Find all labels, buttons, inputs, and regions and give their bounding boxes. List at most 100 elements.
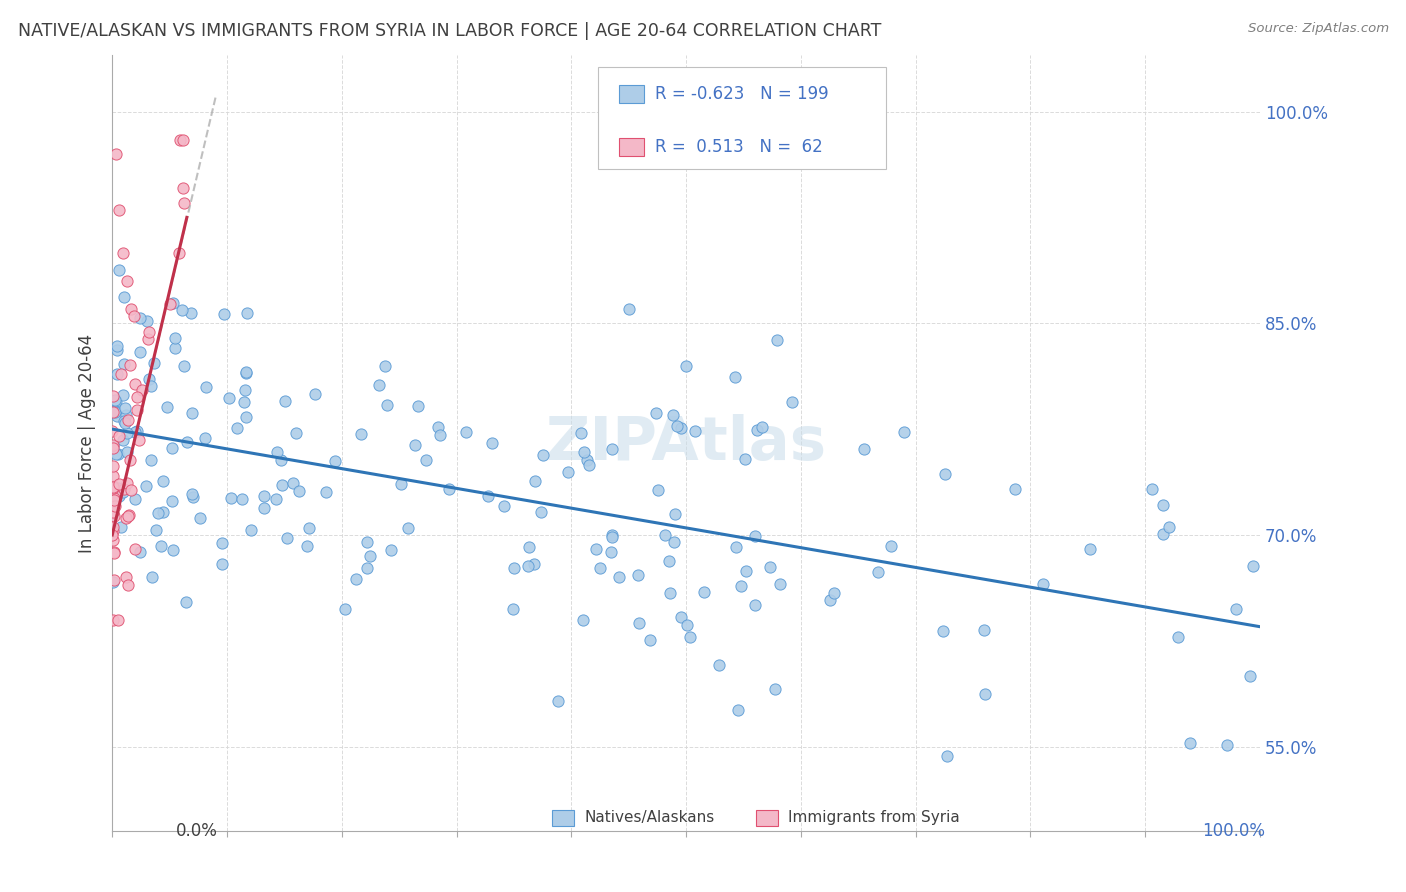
Point	[557, 465, 579, 479]
Point	[617, 302, 640, 317]
Point	[124, 376, 146, 391]
Point	[212, 306, 235, 320]
Point	[1239, 669, 1261, 683]
Point	[211, 535, 233, 549]
Point	[734, 451, 756, 466]
Point	[103, 481, 125, 495]
Point	[103, 573, 125, 587]
Point	[654, 528, 676, 542]
Point	[578, 458, 600, 473]
Point	[104, 147, 127, 161]
Point	[105, 339, 128, 353]
Point	[103, 404, 125, 418]
Y-axis label: In Labor Force | Age 20-64: In Labor Force | Age 20-64	[79, 334, 96, 553]
Point	[114, 511, 136, 525]
Point	[122, 309, 145, 323]
Point	[627, 568, 650, 582]
Point	[173, 196, 195, 211]
Point	[169, 133, 191, 147]
Point	[298, 521, 321, 535]
Point	[1004, 482, 1026, 496]
Point	[104, 392, 127, 407]
Point	[107, 428, 129, 442]
Point	[763, 682, 786, 697]
Text: Source: ZipAtlas.com: Source: ZipAtlas.com	[1249, 22, 1389, 36]
Point	[101, 469, 124, 483]
Point	[211, 557, 233, 571]
Point	[1167, 630, 1189, 644]
Point	[124, 492, 146, 507]
Point	[1157, 520, 1180, 534]
Point	[253, 490, 276, 504]
Point	[638, 633, 661, 648]
Point	[152, 475, 174, 489]
Point	[108, 262, 131, 277]
Point	[295, 539, 318, 553]
Point	[124, 542, 146, 557]
Point	[589, 561, 612, 575]
Point	[281, 476, 304, 491]
Point	[600, 545, 623, 559]
Point	[569, 426, 592, 441]
Point	[117, 578, 139, 592]
Point	[160, 441, 183, 455]
Point	[110, 367, 132, 381]
Point	[101, 533, 124, 547]
Point	[112, 388, 135, 402]
Point	[103, 545, 125, 559]
Point	[226, 420, 249, 434]
Point	[232, 394, 254, 409]
Point	[172, 133, 194, 147]
Point	[1032, 577, 1054, 591]
Point	[344, 572, 367, 586]
Point	[149, 540, 172, 554]
Point	[176, 434, 198, 449]
Point	[101, 481, 124, 495]
Point	[128, 433, 150, 447]
Point	[107, 481, 129, 495]
Point	[115, 476, 138, 491]
Point	[662, 408, 685, 422]
Point	[105, 488, 128, 502]
Point	[112, 290, 135, 304]
Point	[264, 492, 287, 507]
Point	[427, 420, 450, 434]
Point	[101, 424, 124, 438]
Point	[103, 438, 125, 452]
Point	[112, 357, 135, 371]
Point	[136, 332, 159, 346]
Point	[662, 535, 685, 549]
Point	[274, 394, 297, 409]
Text: Natives/Alaskans: Natives/Alaskans	[585, 811, 714, 825]
Point	[934, 467, 956, 482]
Point	[1140, 482, 1163, 496]
Point	[173, 359, 195, 374]
Point	[105, 409, 128, 423]
Point	[575, 452, 598, 467]
Point	[530, 505, 553, 519]
Point	[675, 618, 697, 632]
Text: 100.0%: 100.0%	[1202, 822, 1265, 840]
Point	[111, 434, 134, 448]
Point	[188, 511, 211, 525]
Point	[108, 203, 131, 218]
Point	[103, 493, 125, 508]
Point	[284, 425, 307, 440]
Point	[163, 341, 186, 355]
Point	[117, 509, 139, 524]
Point	[454, 425, 477, 440]
Point	[356, 535, 378, 549]
Point	[103, 508, 125, 523]
Point	[115, 274, 138, 288]
Point	[101, 498, 124, 512]
Point	[669, 421, 692, 435]
Point	[679, 630, 702, 644]
Point	[408, 399, 430, 413]
Point	[276, 531, 298, 545]
Point	[744, 598, 766, 612]
Point	[645, 406, 668, 420]
Point	[172, 181, 194, 195]
Point	[101, 441, 124, 455]
Point	[218, 391, 240, 405]
Point	[101, 507, 124, 521]
